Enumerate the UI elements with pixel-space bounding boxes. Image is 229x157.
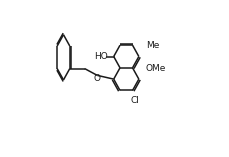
Text: Cl: Cl <box>131 96 139 105</box>
Text: HO: HO <box>94 52 108 61</box>
Text: Me: Me <box>146 41 159 50</box>
Text: OMe: OMe <box>146 64 166 73</box>
Text: O: O <box>94 74 101 83</box>
